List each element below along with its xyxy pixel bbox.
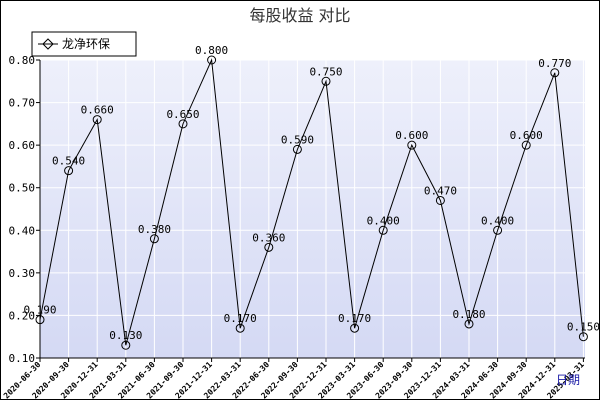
- data-label: 0.590: [281, 133, 314, 146]
- data-label: 0.360: [252, 231, 285, 244]
- data-label: 0.190: [23, 304, 56, 317]
- legend-label: 龙净环保: [62, 37, 110, 51]
- data-labels: 0.190 0.540 0.660 0.130 0.380 0.650 0.800 0.170…: [23, 44, 600, 342]
- data-point: [207, 55, 217, 65]
- data-point: [121, 340, 131, 350]
- data-label: 0.470: [424, 184, 457, 197]
- data-point: [350, 323, 360, 333]
- data-label: 0.400: [367, 214, 400, 227]
- data-point: [178, 119, 188, 129]
- y-tick-label: 0.40: [9, 224, 36, 237]
- data-label: 0.600: [395, 129, 428, 142]
- data-label: 0.660: [81, 104, 114, 117]
- data-label: 0.650: [166, 108, 199, 121]
- data-point: [378, 225, 388, 235]
- legend: 龙净环保: [31, 31, 137, 57]
- data-label: 0.600: [510, 129, 543, 142]
- data-label: 0.800: [195, 44, 228, 57]
- series-line: [39, 58, 584, 346]
- data-point: [550, 68, 560, 78]
- data-point: [64, 166, 74, 176]
- data-point: [149, 234, 159, 244]
- data-point: [578, 332, 588, 342]
- plot-area: [40, 60, 585, 358]
- data-point: [321, 76, 331, 86]
- data-point: [292, 144, 302, 154]
- data-label: 0.540: [52, 155, 85, 168]
- legend-diamond-icon: [42, 38, 54, 50]
- data-label: 0.180: [452, 308, 485, 321]
- y-tick-label: 0.70: [9, 97, 36, 110]
- y-tick-label: 0.50: [9, 182, 36, 195]
- data-point: [264, 242, 274, 252]
- y-tick-label: 0.20: [9, 309, 36, 322]
- data-label: 0.170: [224, 312, 257, 325]
- x-axis-name: 日期: [556, 373, 580, 387]
- data-point: [521, 140, 531, 150]
- data-label: 0.750: [309, 65, 342, 78]
- data-point: [407, 140, 417, 150]
- x-ticks: 2020-06-302020-09-302020-12-312021-03-31…: [2, 358, 586, 400]
- y-tick-label: 0.30: [9, 267, 36, 280]
- y-ticks: 0.10 0.20 0.30 0.40 0.50 0.60 0.70 0.80: [9, 54, 40, 365]
- data-point: [493, 225, 503, 235]
- data-point: [35, 315, 45, 325]
- grid-lines: [40, 59, 585, 358]
- y-tick-label: 0.10: [9, 352, 36, 365]
- data-point: [435, 195, 445, 205]
- y-tick-label: 0.60: [9, 139, 36, 152]
- data-point: [464, 319, 474, 329]
- chart-title: 每股收益 对比: [249, 6, 350, 25]
- data-label: 0.770: [538, 57, 571, 70]
- data-label: 0.130: [109, 329, 142, 342]
- data-point: [92, 115, 102, 125]
- data-label: 0.170: [338, 312, 371, 325]
- data-label: 0.150: [567, 321, 600, 334]
- data-point: [235, 323, 245, 333]
- y-tick-label: 0.80: [9, 54, 36, 67]
- series-layer: [35, 55, 588, 350]
- data-label: 0.380: [138, 223, 171, 236]
- data-label: 0.400: [481, 214, 514, 227]
